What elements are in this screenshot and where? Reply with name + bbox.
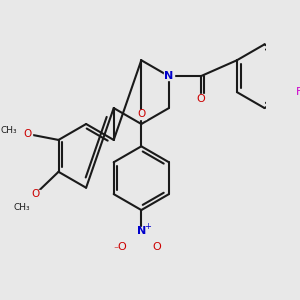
Text: O: O [153,242,162,252]
Text: O: O [23,129,31,139]
Text: ⁻: ⁻ [114,245,119,255]
Text: F: F [296,87,300,97]
Bar [137,110,146,118]
Bar [31,190,40,198]
Bar [290,88,300,96]
Text: O: O [137,110,146,119]
Text: O: O [32,189,40,199]
Text: O: O [118,242,127,252]
Text: CH₃: CH₃ [14,203,30,212]
Text: N: N [164,71,173,81]
Bar [196,94,206,103]
Text: CH₃: CH₃ [0,126,17,135]
Text: +: + [144,222,151,231]
Bar [22,130,32,138]
Text: N: N [137,226,146,236]
Text: O: O [196,94,205,103]
Bar [137,226,146,235]
Bar [164,72,174,80]
